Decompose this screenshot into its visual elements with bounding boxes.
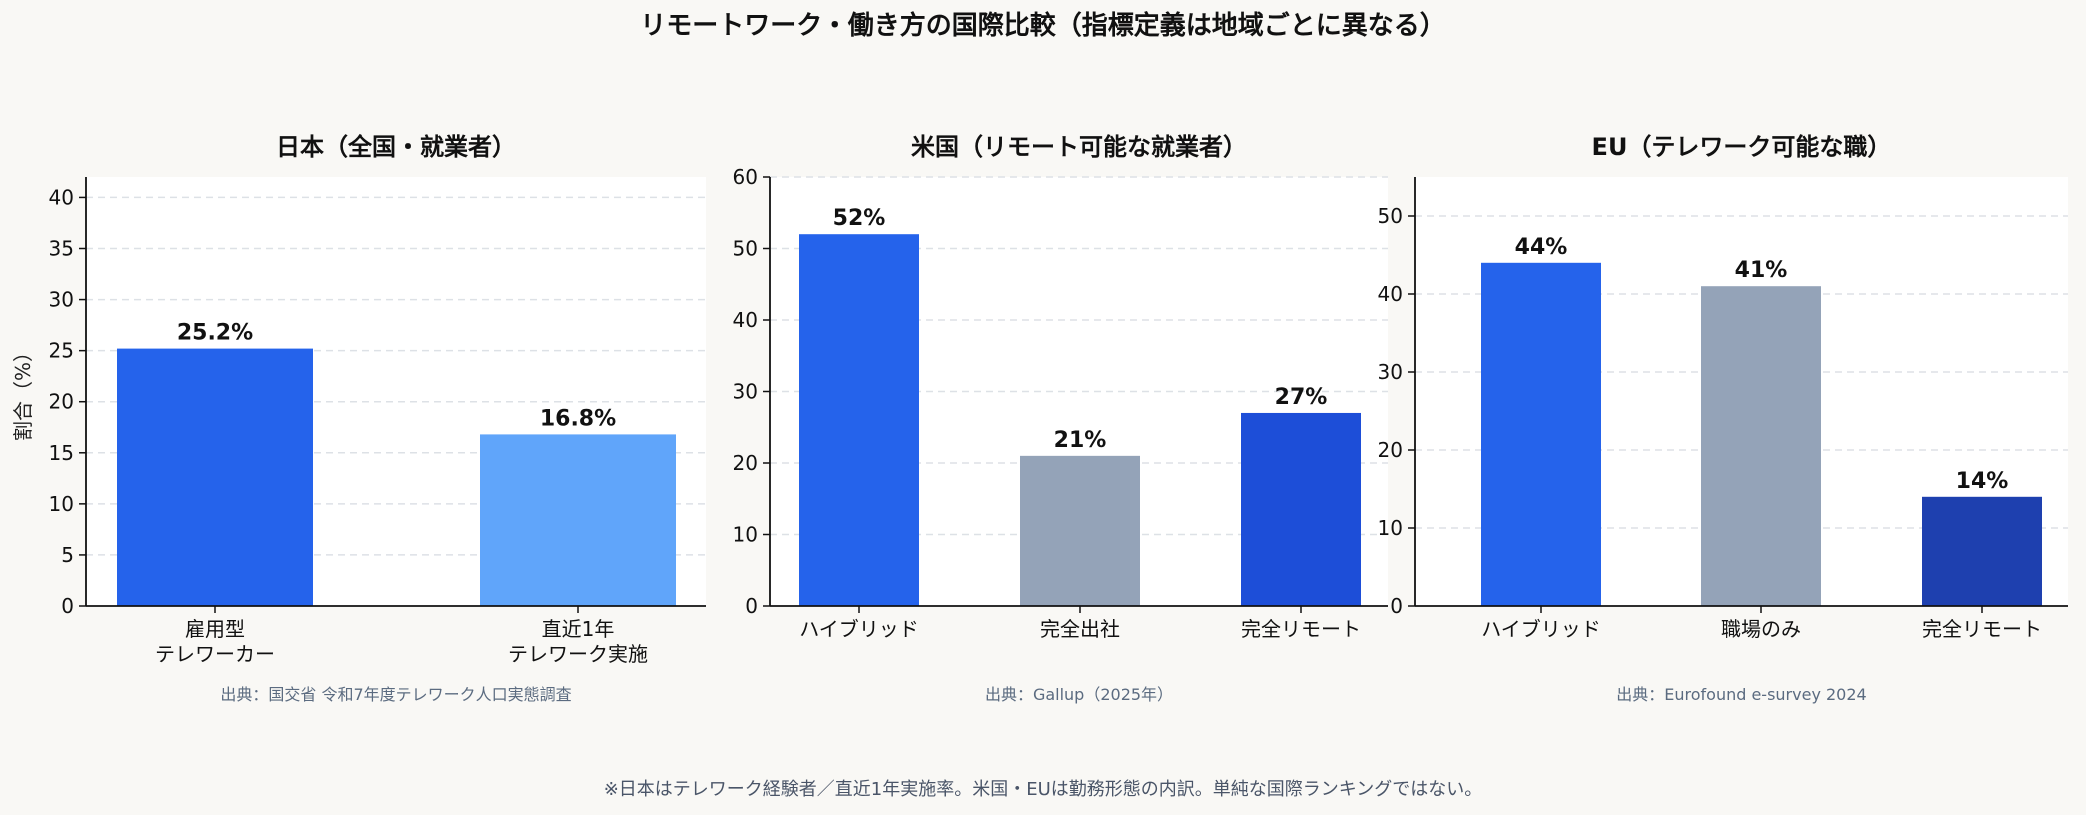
- x-tick-label: 職場のみ: [1721, 617, 1801, 641]
- x-tick-label: 完全リモート: [1241, 617, 1361, 641]
- y-tick-label: 30: [1378, 360, 1403, 384]
- x-tick-label: テレワーク実施: [508, 642, 648, 666]
- source-note: 出典：Gallup（2025年）: [985, 685, 1173, 704]
- y-tick-label: 25: [49, 339, 74, 363]
- y-tick-label: 10: [49, 492, 74, 516]
- bar-value-label: 41%: [1735, 258, 1788, 283]
- x-tick-label: 雇用型: [185, 617, 245, 641]
- chart-panel-3: 0 10 20 30 40 50 44% ハイブリッド 41% 職場のみ 14% 完全リモート EU（テ…: [1378, 133, 2068, 704]
- y-axis-label: 割合（%）: [11, 342, 35, 441]
- y-tick-label: 50: [1378, 204, 1403, 228]
- y-tick-label: 0: [745, 594, 758, 618]
- y-tick-label: 50: [733, 237, 758, 261]
- y-tick-label: 40: [1378, 282, 1403, 306]
- bar: [1020, 455, 1140, 606]
- bar: [1481, 262, 1601, 606]
- y-tick-label: 20: [1378, 438, 1403, 462]
- y-tick-label: 15: [49, 441, 74, 465]
- bar-value-label: 27%: [1275, 385, 1328, 410]
- chart-title: 日本（全国・就業者）: [276, 133, 516, 161]
- chart-title: EU（テレワーク可能な職）: [1592, 133, 1892, 161]
- bar: [480, 434, 676, 606]
- x-tick-label: 完全リモート: [1922, 617, 2042, 641]
- x-tick-label: テレワーカー: [155, 642, 275, 666]
- bar: [117, 348, 313, 606]
- y-tick-label: 5: [61, 543, 74, 567]
- y-tick-label: 20: [49, 390, 74, 414]
- y-tick-label: 0: [1390, 594, 1403, 618]
- bar-value-label: 25.2%: [177, 321, 253, 346]
- bar-value-label: 21%: [1054, 428, 1107, 453]
- bar-value-label: 16.8%: [540, 406, 616, 431]
- bar-value-label: 44%: [1515, 235, 1568, 260]
- x-tick-label: ハイブリッド: [799, 617, 919, 641]
- y-tick-label: 40: [49, 185, 74, 209]
- bar: [1701, 286, 1821, 606]
- x-tick-label: 直近1年: [542, 617, 615, 641]
- y-tick-label: 20: [733, 451, 758, 475]
- source-note: 出典：国交省 令和7年度テレワーク人口実態調査: [220, 685, 571, 704]
- bar-value-label: 52%: [833, 206, 886, 231]
- footnote: ※日本はテレワーク経験者／直近1年実施率。米国・EUは勤務形態の内訳。単純な国際…: [604, 779, 1483, 800]
- bar: [1922, 496, 2042, 606]
- bar: [799, 234, 919, 606]
- y-tick-label: 10: [733, 523, 758, 547]
- bar-value-label: 14%: [1956, 469, 2009, 494]
- y-tick-label: 30: [733, 380, 758, 404]
- y-tick-label: 60: [733, 165, 758, 189]
- chart-panel-2: 0 10 20 30 40 50 60 52% ハイブリッド 21% 完全出社 27% 完全リモート 米国…: [733, 133, 1388, 704]
- y-tick-label: 0: [61, 594, 74, 618]
- x-tick-label: 完全出社: [1040, 617, 1120, 641]
- bar: [1241, 412, 1361, 606]
- y-tick-label: 30: [49, 288, 74, 312]
- chart-title: 米国（リモート可能な就業者）: [911, 133, 1247, 161]
- y-tick-label: 35: [49, 237, 74, 261]
- y-tick-label: 10: [1378, 516, 1403, 540]
- source-note: 出典：Eurofound e-survey 2024: [1616, 685, 1866, 704]
- x-tick-label: ハイブリッド: [1481, 617, 1601, 641]
- y-tick-label: 40: [733, 308, 758, 332]
- figure-title: リモートワーク・働き方の国際比較（指標定義は地域ごとに異なる）: [640, 10, 1445, 41]
